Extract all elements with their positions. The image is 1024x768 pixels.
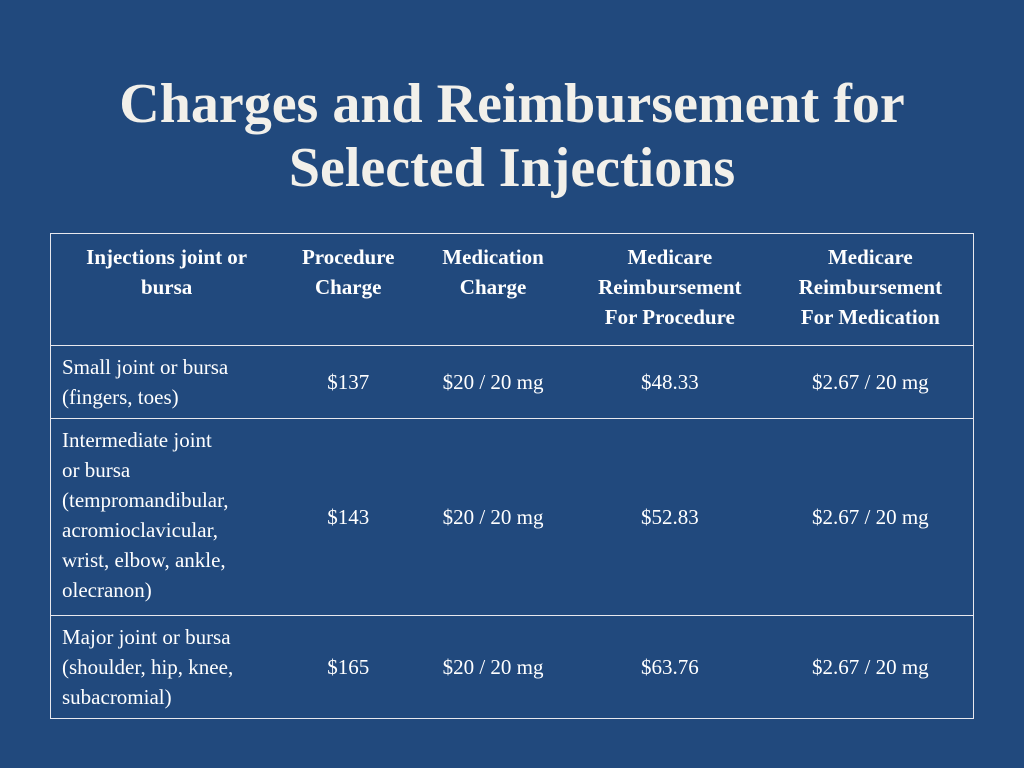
cell-medication-charge: $20 / 20 mg [414,615,572,719]
injection-charges-table: Injections joint or bursa Procedure Char… [50,233,974,719]
slide-title-line-2: Selected Injections [288,137,736,199]
cell-injection: Major joint or bursa (shoulder, hip, kne… [50,615,283,719]
cell-procedure-charge: $143 [282,418,415,616]
table-row: Small joint or bursa (fingers, toes) $13… [50,345,974,419]
cell-medication-charge: $20 / 20 mg [414,418,572,616]
header-injection: Injections joint or bursa [50,233,283,346]
cell-medicare-procedure: $48.33 [571,345,768,419]
cell-procedure-charge: $137 [282,345,415,419]
cell-injection: Intermediate joint or bursa (tempromandi… [50,418,283,616]
header-procedure-charge: Procedure Charge [282,233,415,346]
cell-injection: Small joint or bursa (fingers, toes) [50,345,283,419]
table-row: Major joint or bursa (shoulder, hip, kne… [50,615,974,719]
cell-medicare-medication: $2.67 / 20 mg [767,418,974,616]
cell-medication-charge: $20 / 20 mg [414,345,572,419]
header-medicare-medication: Medicare Reimbursement For Medication [767,233,974,346]
cell-medicare-medication: $2.67 / 20 mg [767,345,974,419]
cell-medicare-procedure: $52.83 [571,418,768,616]
cell-medicare-procedure: $63.76 [571,615,768,719]
cell-medicare-medication: $2.67 / 20 mg [767,615,974,719]
table-row: Intermediate joint or bursa (tempromandi… [50,418,974,616]
cell-procedure-charge: $165 [282,615,415,719]
slide-title: Charges and Reimbursement for Selected I… [0,72,1024,200]
table-header-row: Injections joint or bursa Procedure Char… [50,233,974,346]
slide-title-line-1: Charges and Reimbursement for [119,73,905,135]
header-medicare-procedure: Medicare Reimbursement For Procedure [571,233,768,346]
header-medication-charge: Medication Charge [414,233,572,346]
